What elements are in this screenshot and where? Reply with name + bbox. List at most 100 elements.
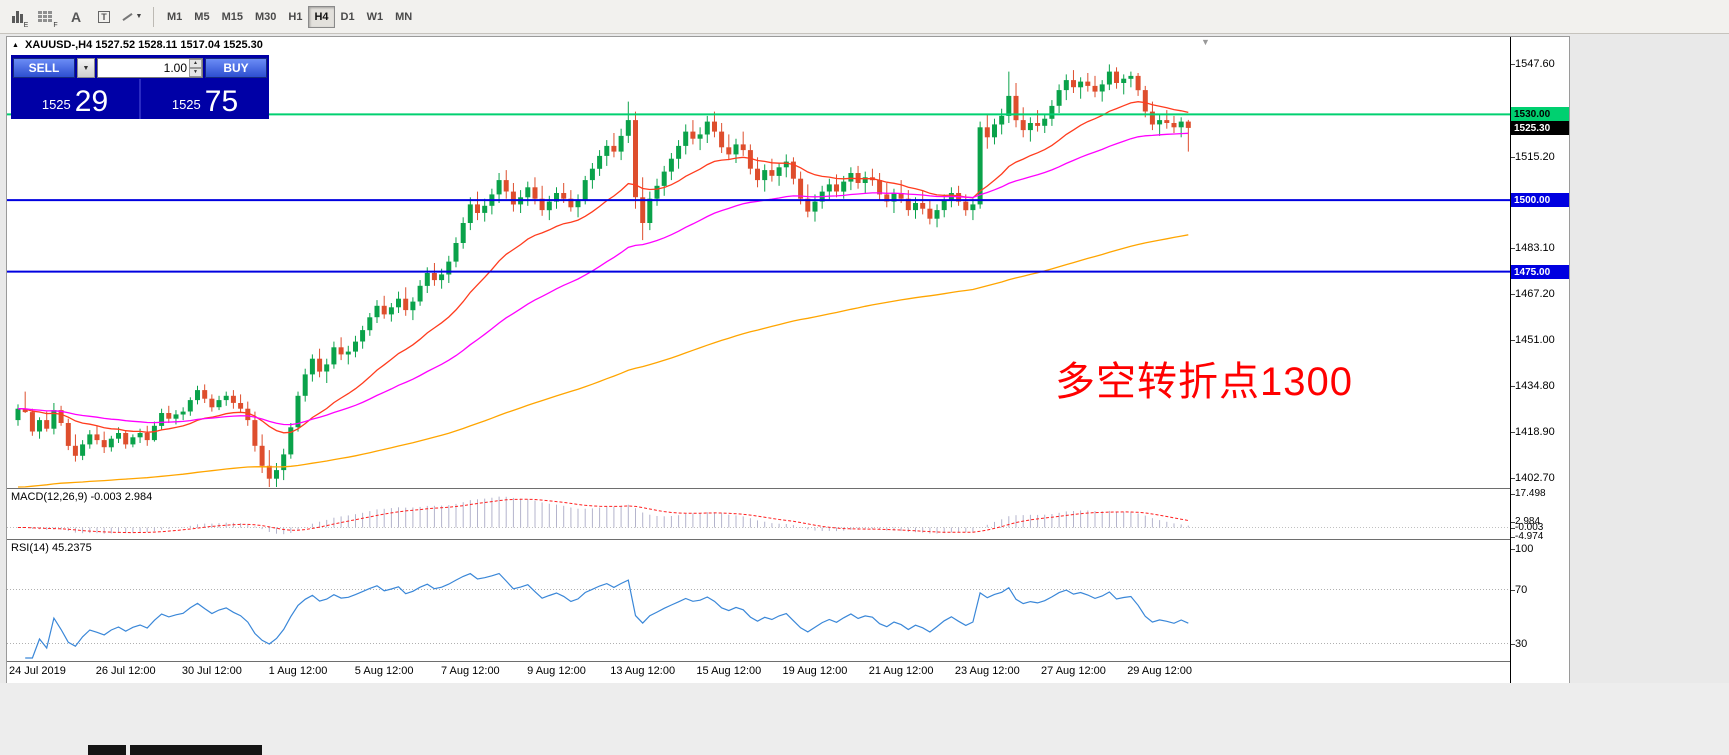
buy-price-display[interactable]: 1525 75 (141, 79, 269, 119)
bar-chart-icon-sub-label: E (23, 21, 29, 29)
chart-window: ▲ XAUUSD-,H4 1527.52 1528.11 1517.04 152… (6, 36, 1570, 684)
buy-price-small: 1525 (171, 97, 201, 112)
axis-tick (1511, 644, 1515, 645)
price-divider (139, 79, 141, 119)
toolbar-separator (153, 6, 154, 27)
panel-divider (7, 661, 1569, 662)
timeframe-M5-button[interactable]: M5 (188, 6, 215, 28)
macd-label: MACD(12,26,9) -0.003 2.984 (11, 491, 153, 503)
chevron-down-icon: ▼ (135, 13, 143, 20)
text-box-icon[interactable]: T (90, 5, 118, 29)
taskbar-fragment (88, 745, 126, 755)
time-axis-label: 30 Jul 12:00 (181, 665, 242, 677)
sell-button[interactable]: SELL (13, 58, 75, 78)
axis-label: -0.003 (1515, 522, 1544, 533)
symbol-timeframe-label: XAUUSD-,H4 (25, 39, 93, 51)
axis-tick (1511, 432, 1515, 433)
macd-chart (7, 496, 1510, 535)
axis-tick (1511, 590, 1515, 591)
candlestick-chart (7, 64, 1510, 488)
rsi-chart (7, 572, 1510, 659)
time-axis-label: 7 Aug 12:00 (440, 665, 500, 677)
time-axis-label: 29 Aug 12:00 (1127, 665, 1193, 677)
time-axis-label: 24 Jul 2019 (9, 665, 66, 677)
one-click-trading-panel: SELL ▼ ▲ ▼ BUY 1525 29 (11, 55, 269, 119)
price-tag: 1530.00 (1511, 107, 1569, 121)
timeframe-MN-button[interactable]: MN (389, 6, 418, 28)
axis-tick (1511, 340, 1515, 341)
macd-indicator-panel[interactable]: MACD(12,26,9) -0.003 2.984 (7, 489, 1510, 539)
grid-icon-sub-label: F (53, 21, 58, 29)
collapse-arrow-icon[interactable]: ▲ (12, 42, 19, 49)
bar-chart-icon[interactable]: E (6, 5, 34, 29)
price-axis[interactable]: 1547.60 1515.20 1483.10 1467.20 1451.00 1434.… (1511, 37, 1569, 683)
chart-title: ▲ XAUUSD-,H4 1527.52 1528.11 1517.04 152… (12, 39, 263, 51)
axis-tick (1511, 537, 1515, 538)
timeframe-W1-button[interactable]: W1 (361, 6, 390, 28)
timeframe-button-group: M1 M5 M15 M30 H1 H4 D1 W1 MN (161, 5, 418, 28)
price-tag: 1475.00 (1511, 265, 1569, 279)
timeframe-H4-button[interactable]: H4 (308, 5, 335, 28)
chart-shift-marker-icon[interactable]: ▼ (1201, 37, 1210, 47)
volume-spinner: ▲ ▼ (189, 59, 202, 77)
axis-label: 1418.90 (1515, 426, 1555, 438)
axis-tick (1511, 248, 1515, 249)
text-label-icon[interactable]: A (62, 5, 90, 29)
sell-price-big: 29 (74, 85, 109, 118)
price-tag: 1525.30 (1511, 121, 1569, 135)
trade-panel-controls: SELL ▼ ▲ ▼ BUY (11, 55, 269, 79)
price-tag: 1500.00 (1511, 193, 1569, 207)
chart-plot-area[interactable]: ▲ XAUUSD-,H4 1527.52 1528.11 1517.04 152… (7, 37, 1510, 488)
sell-price-small: 1525 (41, 97, 71, 112)
timeframe-D1-button[interactable]: D1 (335, 6, 361, 28)
time-axis-label: 1 Aug 12:00 (268, 665, 328, 677)
time-axis-label: 13 Aug 12:00 (610, 665, 676, 677)
timeframe-H1-button[interactable]: H1 (282, 6, 308, 28)
time-axis-label: 15 Aug 12:00 (696, 665, 762, 677)
axis-tick (1511, 522, 1515, 523)
axis-label: 100 (1515, 543, 1534, 555)
panel-divider[interactable] (7, 488, 1569, 489)
time-axis-label: 9 Aug 12:00 (527, 665, 586, 677)
axis-label: 1434.80 (1515, 380, 1555, 392)
time-axis[interactable]: 24 Jul 2019 26 Jul 12:00 30 Jul 12:00 1 Aug… (7, 662, 1510, 682)
timeframe-M30-button[interactable]: M30 (249, 6, 282, 28)
price-axis-divider (1510, 37, 1511, 683)
rsi-label: RSI(14) 45.2375 (11, 542, 92, 554)
axis-label: 1451.00 (1515, 334, 1555, 346)
volume-input[interactable] (98, 59, 202, 77)
time-axis-label: 21 Aug 12:00 (868, 665, 934, 677)
grid-icon[interactable]: F (34, 5, 62, 29)
timeframe-M1-button[interactable]: M1 (161, 6, 188, 28)
axis-tick (1511, 494, 1515, 495)
volume-increase-button[interactable]: ▲ (189, 59, 202, 68)
axis-tick (1511, 386, 1515, 387)
ohlc-values: 1527.52 1528.11 1517.04 1525.30 (95, 39, 263, 51)
axis-label: 2.984 (1515, 516, 1541, 527)
axis-label: 1402.70 (1515, 472, 1555, 484)
sell-price-display[interactable]: 1525 29 (11, 79, 139, 119)
time-axis-label: 5 Aug 12:00 (354, 665, 414, 677)
rsi-indicator-panel[interactable]: RSI(14) 45.2375 (7, 540, 1510, 661)
line-style-icon[interactable]: ▼ (118, 5, 146, 29)
timeframe-M15-button[interactable]: M15 (216, 6, 249, 28)
axis-tick (1511, 64, 1515, 65)
taskbar-fragment (130, 745, 262, 755)
buy-price-big: 75 (204, 85, 239, 118)
axis-tick (1511, 528, 1515, 529)
volume-decrease-button[interactable]: ▼ (189, 68, 202, 77)
axis-tick (1511, 157, 1515, 158)
buy-button[interactable]: BUY (205, 58, 267, 78)
panel-divider[interactable] (7, 539, 1569, 540)
axis-label: 1467.20 (1515, 288, 1555, 300)
toolbar-icon-group: E F A T ▼ (6, 5, 146, 29)
time-axis-label: 26 Jul 12:00 (95, 665, 156, 677)
main-toolbar: E F A T ▼ M1 M5 M15 M30 H1 H4 D1 W1 MN (0, 0, 1729, 34)
volume-dropdown-button[interactable]: ▼ (77, 58, 95, 78)
axis-label: -4.974 (1515, 531, 1544, 542)
axis-tick (1511, 478, 1515, 479)
axis-label: 1547.60 (1515, 58, 1555, 70)
axis-tick (1511, 294, 1515, 295)
bottom-strip (0, 683, 1729, 755)
